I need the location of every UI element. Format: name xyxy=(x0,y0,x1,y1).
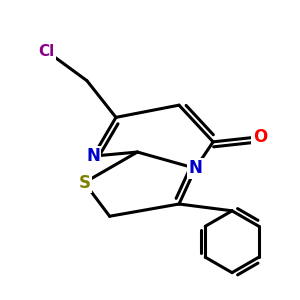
Text: N: N xyxy=(188,159,203,177)
Text: Cl: Cl xyxy=(38,44,55,59)
Text: O: O xyxy=(253,128,267,146)
Text: N: N xyxy=(86,147,100,165)
Text: S: S xyxy=(78,174,90,192)
